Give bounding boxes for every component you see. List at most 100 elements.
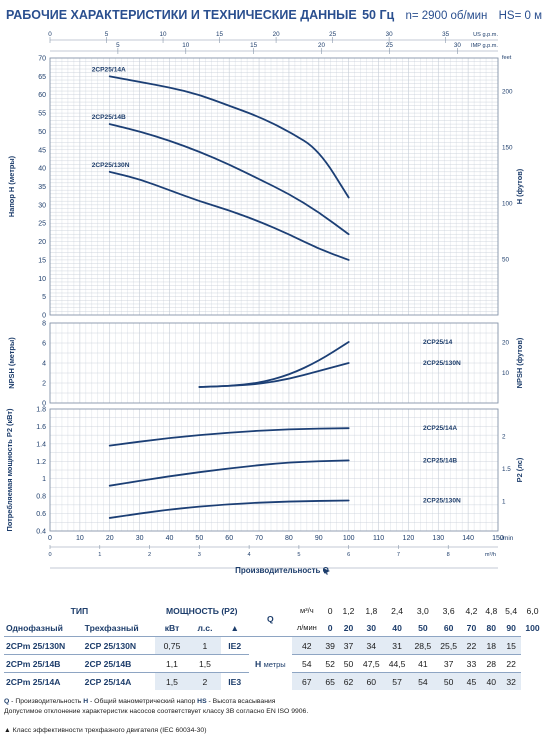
imp-gpm-tick-label: 15 [250, 42, 258, 49]
y-tick-label: 1 [42, 476, 46, 483]
feet-tick-label: 100 [502, 201, 513, 208]
y-tick-label: 8 [42, 321, 46, 328]
efficiency-footnote: ▲ Класс эффективности трехфазного двигат… [4, 727, 207, 734]
m3h-unit: м³/ч [299, 606, 314, 615]
h-unit: метры [263, 659, 286, 669]
imp-gpm-tick-label: 5 [116, 42, 120, 49]
q-m3h-8: 5,4 [505, 605, 518, 616]
y-tick-label: 0 [42, 313, 46, 320]
us-gpm-tick-label: 35 [442, 31, 450, 38]
power-hp: 1 [189, 636, 221, 655]
series-label: 2CP25/14A [92, 66, 126, 73]
table-notes: Q - Производительность H - Общий маномет… [4, 697, 308, 716]
imp-gpm-tick-label: 20 [318, 42, 326, 49]
head-value: 39 [321, 636, 339, 655]
head-value: 40 [481, 672, 502, 690]
q-lmin-4: 50 [418, 622, 428, 633]
feet-tick-label: 150 [502, 145, 513, 152]
single-phase-model: 2CPm 25/14B [4, 654, 83, 673]
series-line [108, 75, 350, 199]
y-axis-title-right: P2 (лс) [515, 457, 524, 482]
head-value: 65 [321, 672, 339, 690]
x-tick-label: 110 [373, 535, 384, 542]
series-line [108, 170, 350, 261]
head-value: 33 [461, 654, 482, 673]
note-hs: HS [197, 698, 207, 705]
head-value: 22 [501, 654, 522, 673]
us-gpm-tick-label: 25 [329, 31, 337, 38]
x-tick-label: 90 [315, 535, 323, 542]
m3h-tick-label: 2 [148, 552, 151, 558]
q-lmin-0: 0 [327, 622, 333, 633]
x-tick-label: 40 [166, 535, 174, 542]
y-tick-label: 4 [42, 361, 46, 368]
q-lmin-8: 90 [506, 622, 516, 633]
imp-gpm-tick-label: 25 [386, 42, 394, 49]
y-tick-label: 0.8 [36, 494, 46, 501]
series-label: 2CP25/14B [92, 114, 126, 121]
head-value: 37 [435, 654, 462, 673]
hp-tick-label: 2 [502, 433, 506, 440]
panel-frame [49, 322, 499, 404]
head-value: 57 [384, 672, 410, 690]
technical-data-table: ТИП МОЩНОСТЬ (P2) Q м³/ч 0 1,2 1,8 2,4 3… [4, 602, 544, 690]
single-phase-model: 2CPm 25/14A [4, 672, 83, 690]
single-phase-header: Однофазный [6, 622, 63, 633]
three-phase-model: 2CP 25/130N [82, 636, 155, 655]
three-phase-model: 2CP 25/14B [82, 654, 155, 673]
q-m3h-3: 2,4 [391, 605, 404, 616]
y-tick-label: 10 [38, 276, 46, 283]
q-m3h-7: 4,8 [485, 605, 498, 616]
power-kw: 0,75 [154, 636, 190, 655]
speed: n= 2900 об/мин [405, 10, 488, 22]
h-header: H метры [248, 636, 292, 690]
q-m3h-2: 1,8 [365, 605, 378, 616]
m3h-tick-label: 3 [198, 552, 201, 558]
head-value: 32 [501, 672, 522, 690]
q-lmin-6: 70 [466, 622, 477, 633]
series-label: 2CP25/14 [423, 339, 453, 346]
m3h-tick-label: 8 [447, 552, 450, 558]
us-gpm-tick-label: 15 [216, 31, 224, 38]
head-value: 60 [358, 672, 385, 690]
y-tick-label: 1.4 [36, 441, 46, 448]
y-tick-label: 70 [38, 56, 46, 63]
y-tick-label: 0.6 [36, 511, 46, 518]
q-m3h-0: 0 [327, 605, 333, 616]
m3h-tick-label: 4 [248, 552, 251, 558]
x-unit-lmin: l/min [500, 535, 514, 542]
x-tick-label: 70 [255, 535, 263, 542]
q-m3h-9: 6,0 [526, 605, 539, 616]
x-tick-label: 100 [343, 535, 355, 542]
us-gpm-tick-label: 0 [48, 31, 52, 38]
head-value: 52 [321, 654, 339, 673]
table-header-row-1: ТИП МОЩНОСТЬ (P2) Q м³/ч 0 1,2 1,8 2,4 3… [4, 602, 544, 625]
q-lmin-7: 80 [486, 622, 497, 633]
x-tick-label: 120 [403, 535, 415, 542]
x-axis-title: Производительность Q [235, 566, 329, 575]
head-value: 47,5 [358, 654, 385, 673]
head-value: 18 [481, 636, 502, 655]
m3h-tick-label: 6 [347, 552, 350, 558]
table-row: 2CPm 25/14A 2CP 25/14A 1,5 2 IE3 67 65 6… [4, 672, 544, 690]
head-value: 42 [291, 636, 322, 655]
note-h: H [83, 698, 89, 705]
feet-tick-label: 200 [502, 89, 513, 96]
imp-gpm-tick-label: 30 [454, 42, 462, 49]
head-value: 54 [291, 654, 322, 673]
y-tick-label: 1.6 [36, 424, 46, 431]
y-tick-label: 25 [38, 221, 46, 228]
table-row: 2CPm 25/130N 2CP 25/130N 0,75 1 IE2 H ме… [4, 636, 544, 690]
head-value: 41 [409, 654, 436, 673]
y-tick-label: 15 [38, 257, 46, 264]
y-axis-title-right: H (футов) [515, 168, 524, 204]
lmin-unit: л/мин [296, 623, 317, 632]
x-tick-label: 30 [136, 535, 144, 542]
ie-class: IE2 [220, 636, 249, 655]
series-line [198, 362, 350, 388]
us-gpm-label: US g.p.m. [473, 32, 498, 38]
q-header: Q [266, 614, 274, 624]
x-tick-label: 60 [225, 535, 233, 542]
y-tick-label: 35 [38, 184, 46, 191]
